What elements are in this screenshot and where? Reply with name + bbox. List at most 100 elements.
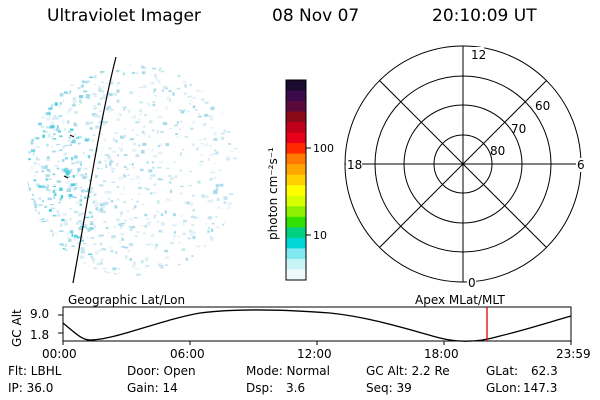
speckle-pixel <box>94 75 97 78</box>
speckle-pixel <box>160 70 165 73</box>
speckle-pixel <box>152 100 156 104</box>
speckle-pixel <box>52 214 57 217</box>
speckle-pixel <box>147 148 150 150</box>
speckle-pixel <box>90 211 93 214</box>
speckle-pixel <box>76 236 80 239</box>
mlat-label-60: 60 <box>535 99 550 113</box>
speckle-pixel <box>168 175 171 177</box>
speckle-pixel <box>127 250 130 252</box>
speckle-pixel <box>105 164 108 168</box>
colorbar-cell <box>286 90 306 102</box>
speckle-pixel <box>207 230 210 233</box>
speckle-pixel <box>150 234 155 238</box>
speckle-pixel <box>92 201 95 204</box>
speckle-pixel <box>129 91 134 95</box>
speckle-pixel <box>47 184 49 187</box>
speckle-pixel <box>116 186 120 188</box>
speckle-pixel <box>165 264 168 266</box>
speckle-pixel <box>208 245 211 248</box>
speckle-pixel <box>180 185 184 187</box>
speckle-pixel <box>225 157 231 161</box>
speckle-pixel <box>99 258 104 261</box>
speckle-pixel <box>179 128 181 130</box>
speckle-pixel <box>121 246 126 248</box>
speckle-pixel <box>50 125 55 129</box>
speckle-pixel <box>112 151 116 153</box>
speckle-pixel <box>182 148 184 151</box>
speckle-pixel <box>230 150 235 152</box>
speckle-pixel <box>216 198 220 201</box>
marker-tick <box>63 175 69 179</box>
speckle-pixel <box>132 167 135 169</box>
speckle-pixel <box>132 261 136 265</box>
speckle-pixel <box>35 158 40 161</box>
speckle-pixel <box>120 148 123 152</box>
speckle-pixel <box>166 67 171 70</box>
speckle-pixel <box>98 125 100 129</box>
speckle-pixel <box>209 115 213 119</box>
speckle-pixel <box>80 163 82 166</box>
speckle-pixel <box>206 196 209 199</box>
speckle-pixel <box>117 82 121 84</box>
speckle-pixel <box>68 185 74 189</box>
speckle-pixel <box>156 130 160 134</box>
speckle-pixel <box>57 213 61 217</box>
colorbar-cell <box>286 132 306 144</box>
speckle-pixel <box>131 71 136 74</box>
speckle-pixel <box>98 160 102 164</box>
speckle-pixel <box>129 138 134 141</box>
speckle-pixel <box>177 236 180 238</box>
speckle-pixel <box>160 222 165 226</box>
speckle-pixel <box>215 216 218 218</box>
speckle-pixel <box>158 151 163 155</box>
speckle-pixel <box>199 143 204 144</box>
speckle-pixel <box>95 202 98 204</box>
speckle-pixel <box>151 244 154 246</box>
speckle-pixel <box>142 66 147 70</box>
speckle-pixel <box>88 191 93 194</box>
speckle-pixel <box>62 98 64 102</box>
speckle-pixel <box>113 273 117 276</box>
speckle-pixel <box>54 165 59 167</box>
speckle-pixel <box>96 202 100 206</box>
speckle-pixel <box>141 71 146 75</box>
speckle-pixel <box>227 202 232 206</box>
speckle-pixel <box>151 161 154 164</box>
speckle-pixel <box>162 121 168 126</box>
speckle-pixel <box>99 208 104 211</box>
speckle-pixel <box>150 81 155 85</box>
speckle-pixel <box>41 116 44 119</box>
speckle-pixel <box>104 201 109 205</box>
speckle-pixel <box>234 148 239 150</box>
speckle-pixel <box>124 219 127 223</box>
speckle-pixel <box>60 195 64 199</box>
speckle-pixel <box>38 185 42 188</box>
speckle-pixel <box>68 238 72 242</box>
speckle-pixel <box>184 91 188 95</box>
speckle-pixel <box>56 125 59 129</box>
speckle-pixel <box>33 201 36 204</box>
speckle-pixel <box>134 217 138 219</box>
speckle-pixel <box>49 204 54 206</box>
timeline-x-tick-0000: 00:00 <box>42 347 77 361</box>
speckle-pixel <box>159 229 163 231</box>
speckle-pixel <box>176 87 181 90</box>
speckle-pixel <box>51 136 53 140</box>
colorbar-unit-label: photon cm⁻²s⁻¹ <box>266 147 280 240</box>
speckle-pixel <box>28 158 31 161</box>
speckle-pixel <box>91 187 94 191</box>
speckle-pixel <box>73 188 76 191</box>
speckle-pixel <box>99 133 103 135</box>
speckle-pixel <box>64 222 68 226</box>
speckle-pixel <box>47 171 52 173</box>
speckle-pixel <box>64 127 66 131</box>
speckle-pixel <box>87 228 92 232</box>
speckle-pixel <box>64 248 68 251</box>
speckle-pixel <box>92 134 96 136</box>
speckle-pixel <box>52 173 56 176</box>
speckle-pixel <box>205 143 208 147</box>
speckle-pixel <box>133 115 136 119</box>
speckle-pixel <box>182 80 187 83</box>
speckle-pixel <box>98 250 101 252</box>
mlt-label-18: 18 <box>347 158 362 172</box>
